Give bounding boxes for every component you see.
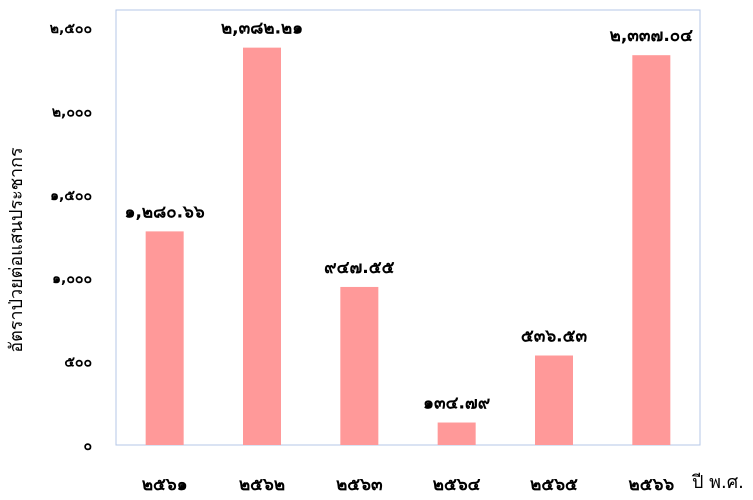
x-tick-label-6: ๒๕๖๖ (629, 475, 675, 495)
x-tick-label-3: ๒๕๖๓ (336, 475, 383, 495)
y-tick-label-5: ๒,๐๐๐ (52, 104, 92, 120)
bar-2 (243, 47, 281, 446)
plot-area-frame (115, 9, 701, 446)
y-tick-label-6: ๒,๕๐๐ (50, 21, 92, 37)
x-tick-label-1: ๒๕๖๑ (142, 475, 188, 495)
data-label-6: ๒,๓๓๗.๐๔ (610, 26, 694, 46)
data-label-1: ๑,๒๘๐.๖๖ (125, 202, 205, 222)
data-label-4: ๑๓๔.๗๙ (423, 394, 490, 414)
bar-3 (340, 286, 379, 445)
data-label-2: ๒,๓๘๒.๒๑ (221, 19, 303, 39)
y-tick-label-4: ๑,๕๐๐ (50, 188, 92, 204)
y-tick-label-3: ๑,๐๐๐ (52, 271, 92, 287)
bar-4 (437, 422, 476, 445)
bar-6 (632, 55, 671, 445)
y-tick-label-1: ๐ (83, 438, 92, 454)
data-label-5: ๕๓๖.๕๓ (521, 327, 588, 347)
x-axis-title: ปี พ.ศ. (692, 472, 744, 493)
y-tick-label-2: ๕๐๐ (64, 355, 92, 371)
bar-5 (535, 355, 573, 445)
bar-1 (145, 231, 184, 445)
x-tick-label-5: ๒๕๖๕ (530, 475, 578, 495)
x-tick-label-4: ๒๕๖๔ (433, 475, 481, 495)
x-tick-label-2: ๒๕๖๒ (239, 475, 285, 495)
y-axis-title: อัตราป่วยต่อแสนประชากร (6, 147, 27, 353)
data-label-3: ๙๔๗.๕๕ (324, 258, 394, 278)
